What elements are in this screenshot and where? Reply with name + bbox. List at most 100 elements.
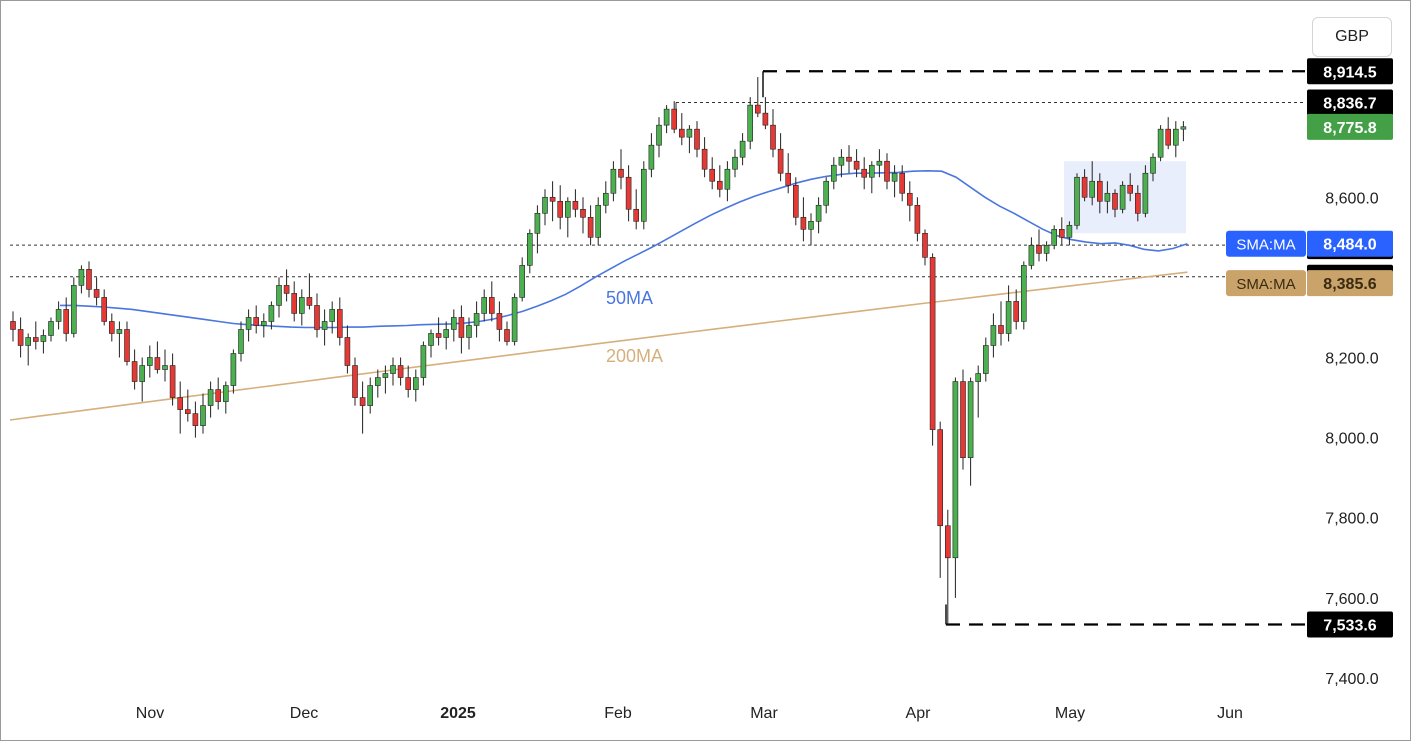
candle (1165, 117, 1171, 150)
candle-body-down (754, 104, 761, 114)
candle-body-down (458, 317, 465, 338)
candle-body-down (169, 365, 176, 398)
candle-body-down (352, 365, 358, 398)
candle (648, 133, 655, 178)
candle-body-up (990, 325, 997, 346)
candle (154, 341, 161, 374)
candle (496, 301, 503, 342)
candle (1059, 217, 1065, 246)
candle-body-up (1104, 192, 1111, 202)
ma-value-bg (1307, 230, 1393, 257)
candle (169, 353, 176, 406)
candle-body-up (891, 172, 898, 182)
candle (268, 301, 275, 330)
candle (1173, 121, 1179, 158)
candle (656, 117, 662, 158)
candle-body-down (124, 329, 130, 362)
candle-body-up (868, 164, 875, 178)
candle-body-up (656, 124, 662, 146)
candle-body-up (663, 108, 670, 126)
candle-body-up (1074, 176, 1080, 226)
candle (238, 321, 244, 362)
candle-body-up (1066, 225, 1073, 238)
y-tick-label: 7,400.0 (1325, 671, 1378, 688)
ma-tag-text: SMA:MA (1236, 276, 1295, 293)
price-label-bg (1307, 113, 1393, 140)
candle (359, 381, 366, 434)
candle-body-down (1135, 192, 1141, 214)
candle (975, 365, 982, 418)
candle (63, 297, 70, 342)
candle (93, 277, 100, 306)
candle (1089, 161, 1095, 206)
candle (838, 149, 845, 178)
candle (830, 157, 837, 190)
candle-body-down (846, 156, 852, 162)
candle-body-up (602, 192, 609, 206)
candle (367, 377, 374, 414)
candle-body-up (200, 405, 206, 426)
candle-body-up (838, 156, 845, 166)
candle-body-up (276, 285, 282, 306)
candle (405, 365, 412, 398)
candle-body-down (253, 317, 259, 326)
candle (1150, 153, 1156, 182)
candle-body-up (55, 309, 62, 322)
candle (815, 197, 822, 234)
candle (443, 321, 450, 350)
price-label-text: 8,914.5 (1323, 64, 1376, 81)
candle (1020, 261, 1027, 330)
price-label-level: 8,836.7 (1307, 89, 1393, 116)
candle (374, 369, 381, 398)
candle-body-down (618, 168, 624, 178)
candle-body-down (1013, 301, 1020, 322)
candle-body-down (215, 389, 221, 402)
candle (899, 165, 906, 202)
candle (32, 321, 39, 350)
candle-body-down (937, 429, 944, 527)
x-tick-label: Feb (604, 705, 632, 722)
candle (724, 161, 731, 202)
candle-body-down (557, 200, 564, 218)
candle-body-down (10, 321, 16, 330)
candle-body-up (876, 160, 883, 166)
candle (694, 121, 700, 158)
candle-body-down (572, 200, 579, 210)
candle (868, 161, 875, 194)
candle (625, 165, 632, 222)
candle-body-up (245, 317, 252, 330)
candle-body-up (952, 381, 959, 559)
candle-body-up (367, 385, 374, 406)
candle (1028, 237, 1035, 270)
candle-body-up (1142, 172, 1149, 214)
candle (990, 313, 997, 358)
candle (610, 161, 617, 202)
x-tick-label: Jun (1217, 705, 1243, 722)
candle-body-down (716, 180, 723, 190)
candle-body-down (906, 192, 913, 206)
candle-body-up (747, 104, 754, 142)
candle-body-down (709, 168, 716, 182)
price-label-bg (1307, 89, 1393, 116)
candle (792, 177, 799, 226)
candle (542, 189, 548, 226)
candle-body-up (412, 377, 419, 390)
candle-body-up (40, 335, 47, 342)
candle-body-down (131, 361, 138, 382)
candle (572, 189, 579, 218)
candle (25, 333, 32, 366)
candle-body-up (975, 373, 982, 382)
candle-body-up (686, 128, 693, 138)
candle (937, 421, 944, 578)
candle (618, 149, 624, 190)
currency-badge[interactable]: GBP (1312, 17, 1392, 57)
candle (488, 281, 495, 322)
candle-body-down (397, 365, 404, 378)
candle (116, 321, 123, 358)
candle (732, 149, 738, 178)
price-label-level: 7,533.6 (1307, 611, 1393, 638)
candle-body-down (488, 297, 495, 314)
candle-body-up (329, 309, 336, 322)
candle-body-up (982, 345, 989, 374)
candle (162, 349, 168, 382)
